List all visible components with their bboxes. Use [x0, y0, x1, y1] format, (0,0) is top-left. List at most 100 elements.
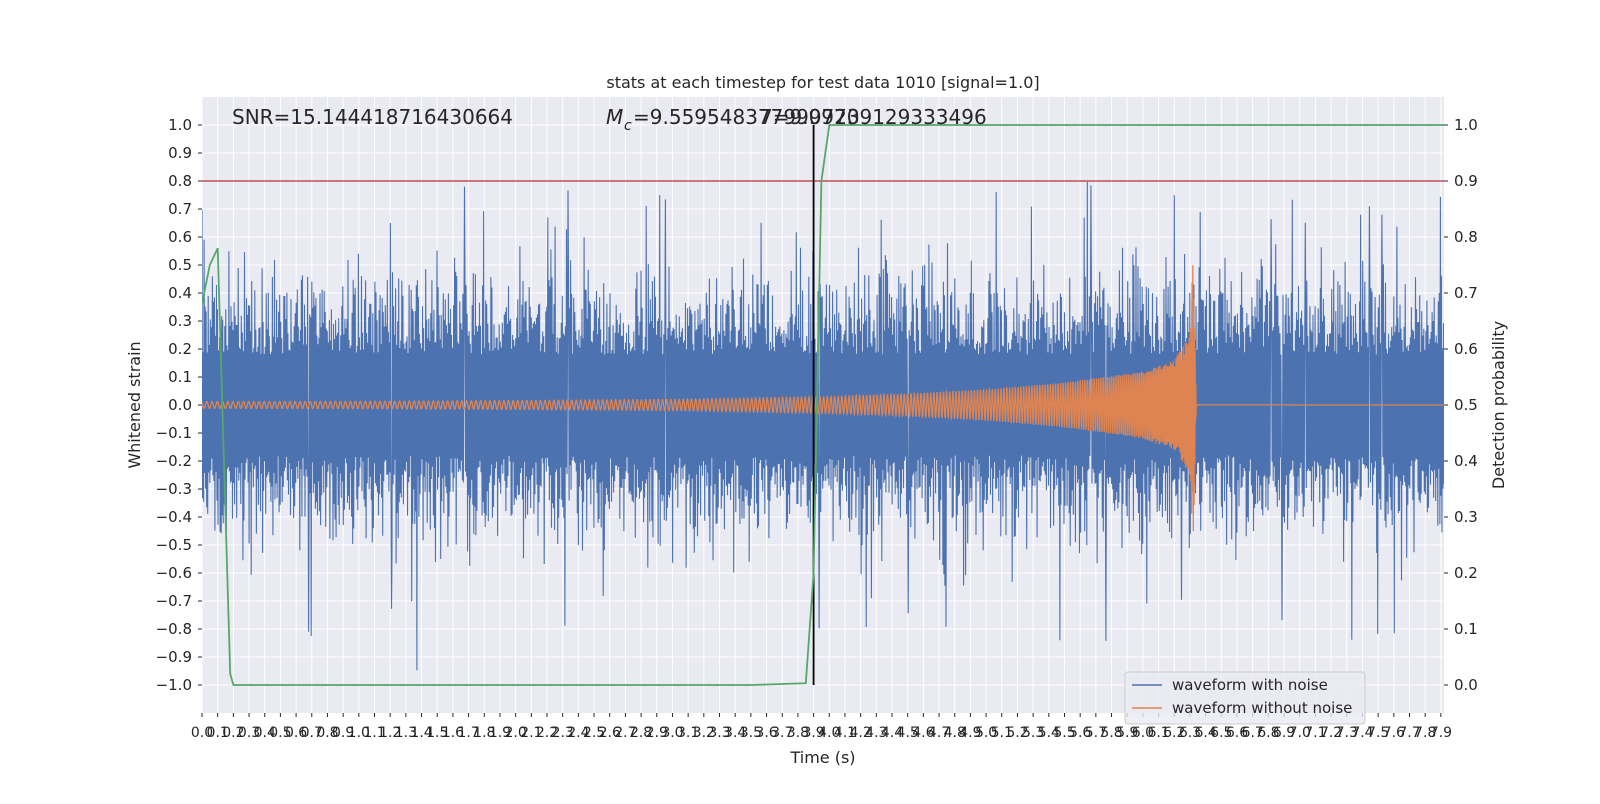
x-tick-label: 3.1 [677, 725, 699, 741]
x-tick-label: 6.8 [1257, 725, 1279, 741]
x-tick-label: 5.9 [1116, 725, 1138, 741]
y-tick-label: 0.0 [168, 396, 192, 414]
x-tick-label: 2.3 [552, 725, 574, 741]
y-tick-label: −0.4 [156, 508, 192, 526]
x-tick-label: 4.1 [834, 725, 856, 741]
x-tick-label: 3.3 [708, 725, 730, 741]
detection-probability-line [202, 124, 1444, 686]
y-tick-label: 0.6 [168, 228, 192, 246]
x-tick-label: 2.0 [505, 725, 527, 741]
x-tick-label: 4.8 [944, 725, 966, 741]
x-tick-label: 4.5 [897, 725, 919, 741]
x-tick-label: 0.0 [191, 725, 213, 741]
y-tick-label: −0.1 [156, 424, 192, 442]
waveform-with-noise-line [202, 181, 1444, 671]
x-tick-label: 5.4 [1038, 725, 1060, 741]
x-tick-label: 3.0 [661, 725, 683, 741]
x-tick-label: 3.2 [693, 725, 715, 741]
x-tick-label: 0.3 [238, 725, 260, 741]
legend: waveform with noise waveform without noi… [1124, 671, 1366, 725]
y-tick-label: 0.7 [168, 200, 192, 218]
x-tick-label: 2.7 [614, 725, 636, 741]
x-tick-label: 5.0 [975, 725, 997, 741]
x-tick-label: 0.2 [222, 725, 244, 741]
x-tick-label: 2.4 [567, 725, 589, 741]
x-tick-label: 1.8 [473, 725, 495, 741]
y-tick-label: −0.3 [156, 480, 192, 498]
y-right-tick-label: 0.9 [1454, 172, 1478, 190]
waveform-with-noise-series [202, 181, 1444, 671]
y-tick-label: −0.2 [156, 452, 192, 470]
x-tick-label: 3.8 [787, 725, 809, 741]
x-tick-label: 0.4 [254, 725, 276, 741]
x-tick-label: 5.8 [1100, 725, 1122, 741]
y-tick-label: 0.1 [168, 368, 192, 386]
y-tick-label: −0.5 [156, 536, 192, 554]
y-tick-label: −0.9 [156, 648, 192, 666]
x-tick-label: 2.5 [583, 725, 605, 741]
x-tick-label: 2.9 [646, 725, 668, 741]
waveform-without-noise-series [202, 265, 1444, 532]
y-right-tick-label: 0.8 [1454, 228, 1478, 246]
x-tick-label: 3.7 [771, 725, 793, 741]
x-tick-label: 6.0 [1132, 725, 1154, 741]
x-tick-label: 5.5 [1053, 725, 1075, 741]
x-tick-label: 2.2 [536, 725, 558, 741]
legend-box [1124, 671, 1366, 725]
x-tick-label: 6.4 [1195, 725, 1217, 741]
y-tick-label: 0.8 [168, 172, 192, 190]
x-tick-label: 1.5 [426, 725, 448, 741]
legend-label-clean: waveform without noise [1172, 699, 1352, 717]
x-tick-label: 0.5 [269, 725, 291, 741]
x-tick-label: 4.3 [865, 725, 887, 741]
y-tick-label: −0.6 [156, 564, 192, 582]
x-tick-label: 3.5 [740, 725, 762, 741]
y-axis-right-label: Detection probability [1489, 321, 1508, 489]
x-tick-label: 1.7 [457, 725, 479, 741]
chart-title: stats at each timestep for test data 101… [606, 73, 1039, 92]
axes: 0.00.10.20.30.40.50.60.70.80.91.01.11.21… [156, 116, 1478, 741]
mc-annotation: =9.559548377990723 [633, 105, 860, 129]
x-tick-label: 7.4 [1351, 725, 1373, 741]
x-tick-label: 7.1 [1304, 725, 1326, 741]
x-tick-label: 7.5 [1367, 725, 1389, 741]
x-tick-label: 7.2 [1320, 725, 1342, 741]
y-tick-label: 0.9 [168, 144, 192, 162]
x-tick-label: 3.6 [755, 725, 777, 741]
x-tick-label: 1.0 [348, 725, 370, 741]
y-right-tick-label: 0.6 [1454, 340, 1478, 358]
x-tick-label: 6.1 [1147, 725, 1169, 741]
y-tick-label: 0.4 [168, 284, 192, 302]
y-right-tick-label: 0.0 [1454, 676, 1478, 694]
x-tick-label: 5.7 [1085, 725, 1107, 741]
x-tick-label: 5.3 [1022, 725, 1044, 741]
mc-symbol: M [606, 105, 623, 129]
x-tick-label: 4.9 [959, 725, 981, 741]
y-right-tick-label: 0.3 [1454, 508, 1478, 526]
x-tick-label: 1.3 [395, 725, 417, 741]
x-tick-label: 1.6 [442, 725, 464, 741]
y-tick-label: −1.0 [156, 676, 192, 694]
x-tick-label: 1.9 [489, 725, 511, 741]
x-tick-label: 4.0 [818, 725, 840, 741]
x-tick-label: 0.8 [316, 725, 338, 741]
x-tick-label: 3.9 [802, 725, 824, 741]
x-tick-label: 2.8 [630, 725, 652, 741]
y-right-tick-label: 0.4 [1454, 452, 1478, 470]
y-tick-label: 0.5 [168, 256, 192, 274]
x-tick-label: 4.7 [928, 725, 950, 741]
x-tick-label: 1.1 [363, 725, 385, 741]
x-tick-label: 6.3 [1179, 725, 1201, 741]
x-tick-label: 5.1 [991, 725, 1013, 741]
x-tick-label: 0.9 [332, 725, 354, 741]
x-tick-label: 0.7 [301, 725, 323, 741]
y-axis-label: Whitened strain [125, 341, 144, 468]
y-right-tick-label: 0.5 [1454, 396, 1478, 414]
x-tick-label: 7.9 [1430, 725, 1452, 741]
y-tick-label: −0.8 [156, 620, 192, 638]
x-tick-label: 7.3 [1336, 725, 1358, 741]
y-tick-label: 0.3 [168, 312, 192, 330]
y-right-tick-label: 0.1 [1454, 620, 1478, 638]
x-tick-label: 1.2 [379, 725, 401, 741]
